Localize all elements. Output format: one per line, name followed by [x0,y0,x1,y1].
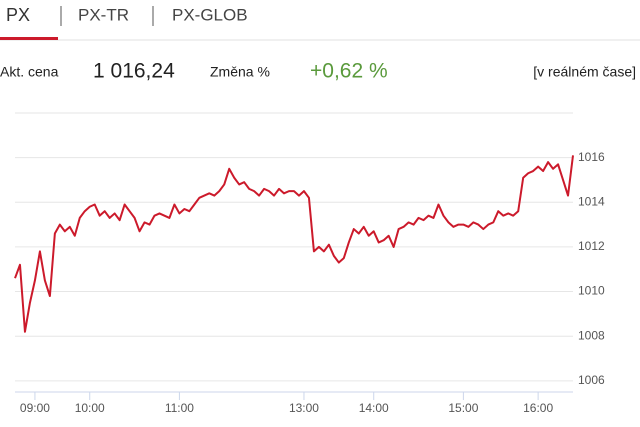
x-tick-label: 15:00 [448,401,478,415]
y-tick-label: 1016 [578,150,605,164]
x-tick-label: 14:00 [359,401,389,415]
y-tick-label: 1012 [578,239,605,253]
price: 1 016,24 [93,60,175,83]
price-label: Akt. cena [0,64,59,80]
mode: [v reálném čase] [533,64,636,80]
x-tick-label: 16:00 [523,401,553,415]
active-tab-underline [0,37,58,40]
x-tick-label: 10:00 [75,401,105,415]
change-label: Změna % [210,64,270,80]
x-tick-label: 09:00 [20,401,50,415]
price-line [14,155,574,333]
y-tick-label: 1006 [578,373,605,387]
tab[interactable]: PX-TR [78,5,129,24]
x-tick-label: 11:00 [165,401,194,415]
y-tick-label: 1014 [578,194,605,208]
y-tick-label: 1010 [578,284,605,298]
tab[interactable]: PX-GLOB [172,5,248,24]
change: +0,62 % [310,60,388,83]
tab[interactable]: PX [6,5,30,25]
y-tick-label: 1008 [578,328,605,342]
x-tick-label: 13:00 [289,401,319,415]
